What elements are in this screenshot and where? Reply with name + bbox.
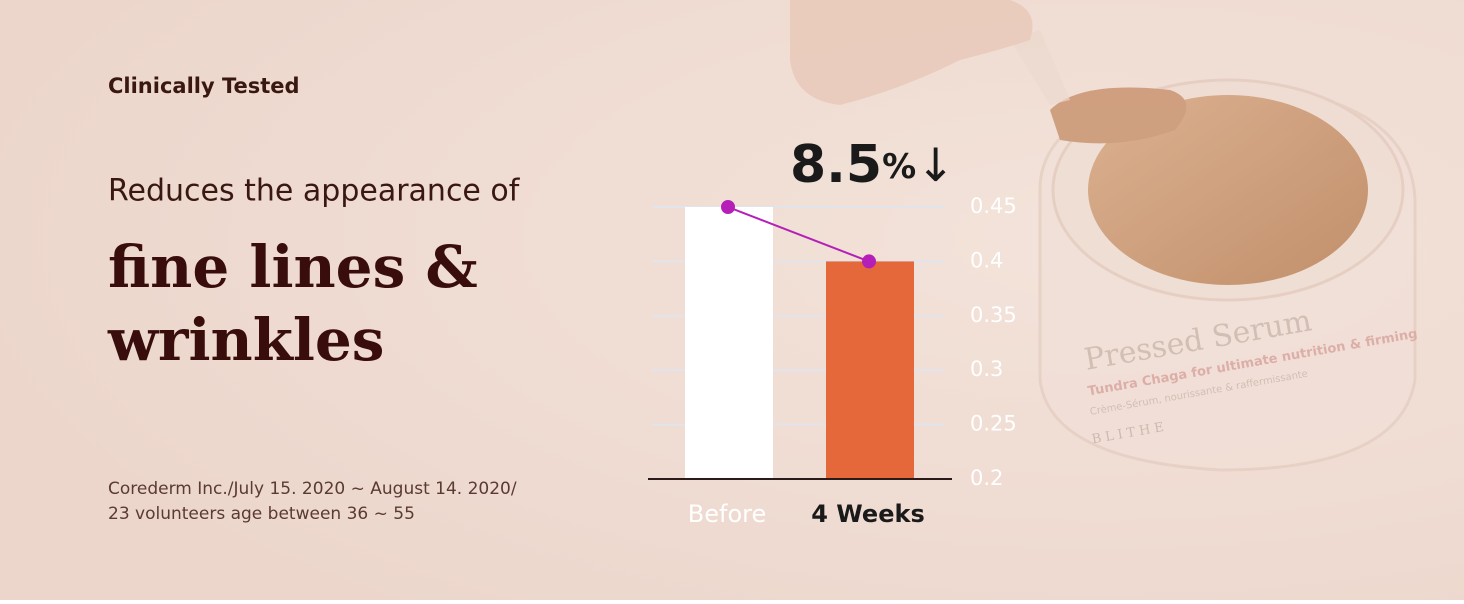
- bar: [685, 207, 773, 479]
- x-tick-label: Before: [688, 500, 766, 528]
- annotation-arrow: ↓: [916, 138, 955, 192]
- bar: [826, 261, 914, 479]
- annotation-unit: %: [882, 147, 916, 187]
- trend-point: [862, 254, 876, 269]
- y-tick-label: 0.35: [970, 303, 1017, 327]
- headline: fine lines &: [108, 233, 478, 301]
- y-tick-label: 0.2: [970, 466, 1003, 490]
- trend-line: [727, 206, 870, 263]
- x-tick-label: 4 Weeks: [811, 500, 924, 528]
- source: 23 volunteers age between 36 ~ 55: [108, 504, 415, 524]
- headline: wrinkles: [107, 306, 384, 374]
- eyebrow: Clinically Tested: [108, 74, 300, 98]
- y-tick-label: 0.3: [970, 357, 1003, 381]
- plot: 0.2 0.25 0.3 0.35 0.4 0.45 Before 4 Weeks: [648, 194, 1017, 528]
- y-tick-label: 0.4: [970, 248, 1003, 272]
- annotation: 8.5%↓: [790, 135, 955, 195]
- lead: Reduces the appearance of: [108, 174, 521, 209]
- y-tick-label: 0.45: [970, 194, 1017, 218]
- product-photo: Pressed Serum Tundra Chaga for ultimate …: [790, 0, 1419, 472]
- trend-point: [721, 200, 735, 214]
- y-tick-label: 0.25: [970, 412, 1017, 436]
- source: Corederm Inc./July 15. 2020 ~ August 14.…: [108, 479, 517, 499]
- annotation-value: 8.5: [790, 135, 882, 195]
